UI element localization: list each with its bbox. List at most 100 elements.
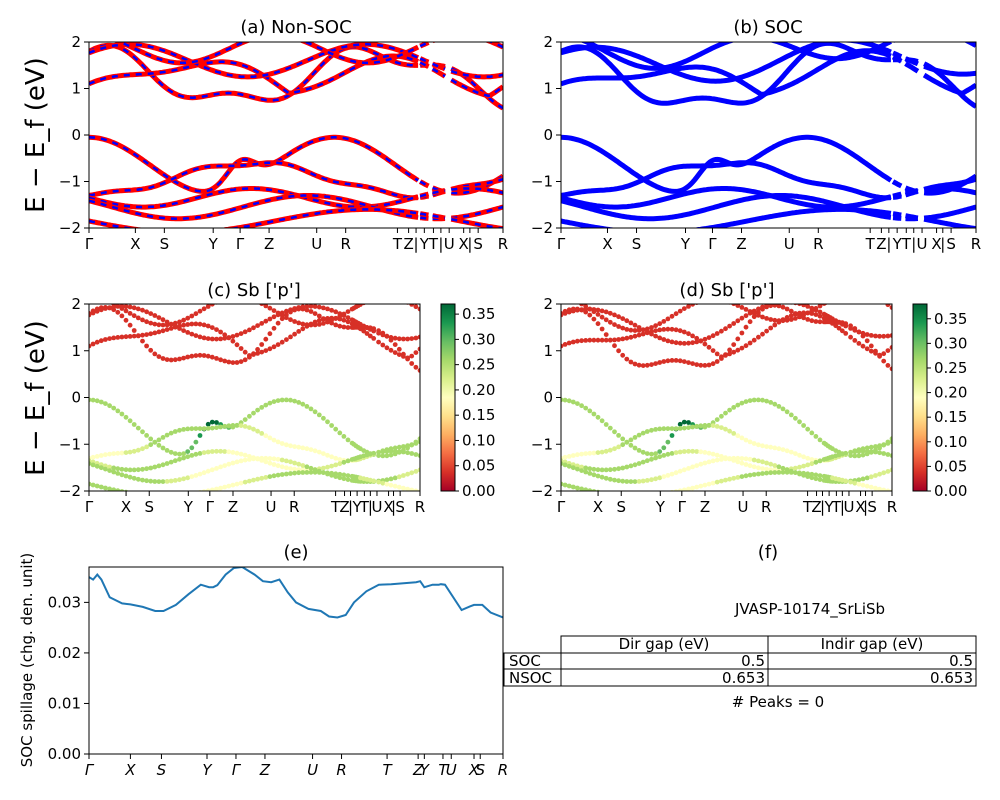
band-point-D <box>649 325 654 330</box>
band-point-D <box>575 338 580 344</box>
band-point-C <box>288 397 293 403</box>
band-point-C <box>263 402 269 408</box>
band-point-C <box>401 444 406 449</box>
band-point-D <box>562 454 568 460</box>
band-point-D <box>641 493 646 498</box>
band-point-C <box>284 397 289 403</box>
band-point-C <box>201 353 207 358</box>
band-point-C <box>90 397 96 403</box>
band-point-D <box>657 449 663 454</box>
band-point-C <box>263 455 269 461</box>
xtick-label-E-15: R <box>498 761 508 779</box>
band-point-D <box>889 467 892 473</box>
xtick-label-A-14: U <box>444 235 455 253</box>
band-point-D <box>570 453 576 458</box>
band-point-D <box>632 328 638 333</box>
band-point-C <box>172 451 178 456</box>
band-point-C <box>296 461 302 467</box>
xtick-label-B-7: R <box>813 235 823 253</box>
band-point-D <box>649 456 654 462</box>
band-point-D <box>793 470 798 475</box>
band-point-C <box>259 431 265 436</box>
band-point-D <box>562 311 568 316</box>
band-point-C <box>107 403 112 409</box>
band-point-C <box>127 449 133 455</box>
band-point-D <box>694 463 700 468</box>
band-point-C <box>304 470 310 475</box>
band-point-D <box>727 323 732 329</box>
band-point-C <box>123 308 129 314</box>
band-point-D <box>788 470 794 475</box>
band-point-D <box>570 399 576 405</box>
band-point-C <box>259 405 265 410</box>
band-point-D <box>628 463 634 469</box>
band-point-D <box>848 326 853 331</box>
band-point-C <box>392 445 398 451</box>
band-point-C <box>222 463 228 468</box>
band-point-D <box>607 447 613 453</box>
band-point-C <box>417 439 420 445</box>
band-point-D <box>877 450 882 456</box>
xtick-label-B-4: Γ <box>708 235 717 253</box>
xtick-label-D-13: | <box>840 498 845 516</box>
col-dir-gap: Dir gap (eV) <box>619 635 710 653</box>
band-point-C <box>259 349 265 355</box>
band-point-C <box>111 465 117 471</box>
band-point-D <box>830 297 835 302</box>
band-point-C <box>148 436 154 442</box>
band-point-D <box>657 475 663 481</box>
band-point-D <box>889 333 892 338</box>
band-point-C <box>127 418 133 424</box>
band-point-D <box>719 328 724 334</box>
band-point-D <box>579 451 584 457</box>
band-point-D <box>624 335 630 341</box>
band-point-D <box>690 304 695 307</box>
band-point-D <box>731 455 737 461</box>
band-point-D <box>657 327 663 333</box>
row-soc-label: SOC <box>509 652 541 670</box>
band-point-D <box>620 316 626 321</box>
band-point-D <box>649 331 654 337</box>
band-point-D <box>681 359 687 364</box>
band-point-C <box>409 442 415 448</box>
band-point-C <box>271 456 277 462</box>
band-point-D <box>702 341 708 347</box>
cbtick-label-C-3: 0.15 <box>462 406 495 424</box>
xtick-label-A-0: Γ <box>85 235 94 253</box>
band-point-C <box>275 310 281 316</box>
xtick-label-A-4: Γ <box>236 235 245 253</box>
band-point-D <box>566 483 572 489</box>
band-point-D <box>861 291 866 296</box>
band-point-D <box>801 312 806 318</box>
band-point-C <box>251 352 256 357</box>
band-point-D <box>889 345 892 350</box>
band-point-D <box>624 327 630 332</box>
ytick-label-D-2: 0 <box>543 389 553 407</box>
band-point-D <box>669 313 675 319</box>
band-point-C <box>103 306 108 311</box>
points-D <box>561 291 892 498</box>
band-point-D <box>784 306 790 312</box>
band-point-D <box>661 491 666 496</box>
xtick-label-B-2: S <box>632 235 642 253</box>
band-point-C <box>144 309 150 315</box>
band-point-C <box>94 308 100 314</box>
band-point-D <box>607 310 613 316</box>
band-point-D <box>723 477 728 483</box>
band-point-D <box>719 413 724 419</box>
band-point-C <box>384 449 390 454</box>
band-point-D <box>632 445 638 451</box>
band-point-C <box>201 322 207 328</box>
band-point-C <box>361 328 367 334</box>
band-point-C <box>156 329 162 335</box>
band-point-C <box>201 489 207 491</box>
band-point-D <box>889 439 892 445</box>
band-point-D <box>772 463 778 468</box>
band-point-D <box>751 441 757 446</box>
xtick-label-E-3: Y <box>202 761 213 779</box>
band-point-C <box>209 487 215 491</box>
xtick-label-A-10: | <box>414 235 419 253</box>
band-point-C <box>384 481 390 487</box>
band-point-C <box>401 485 406 491</box>
band-point-D <box>780 469 786 475</box>
